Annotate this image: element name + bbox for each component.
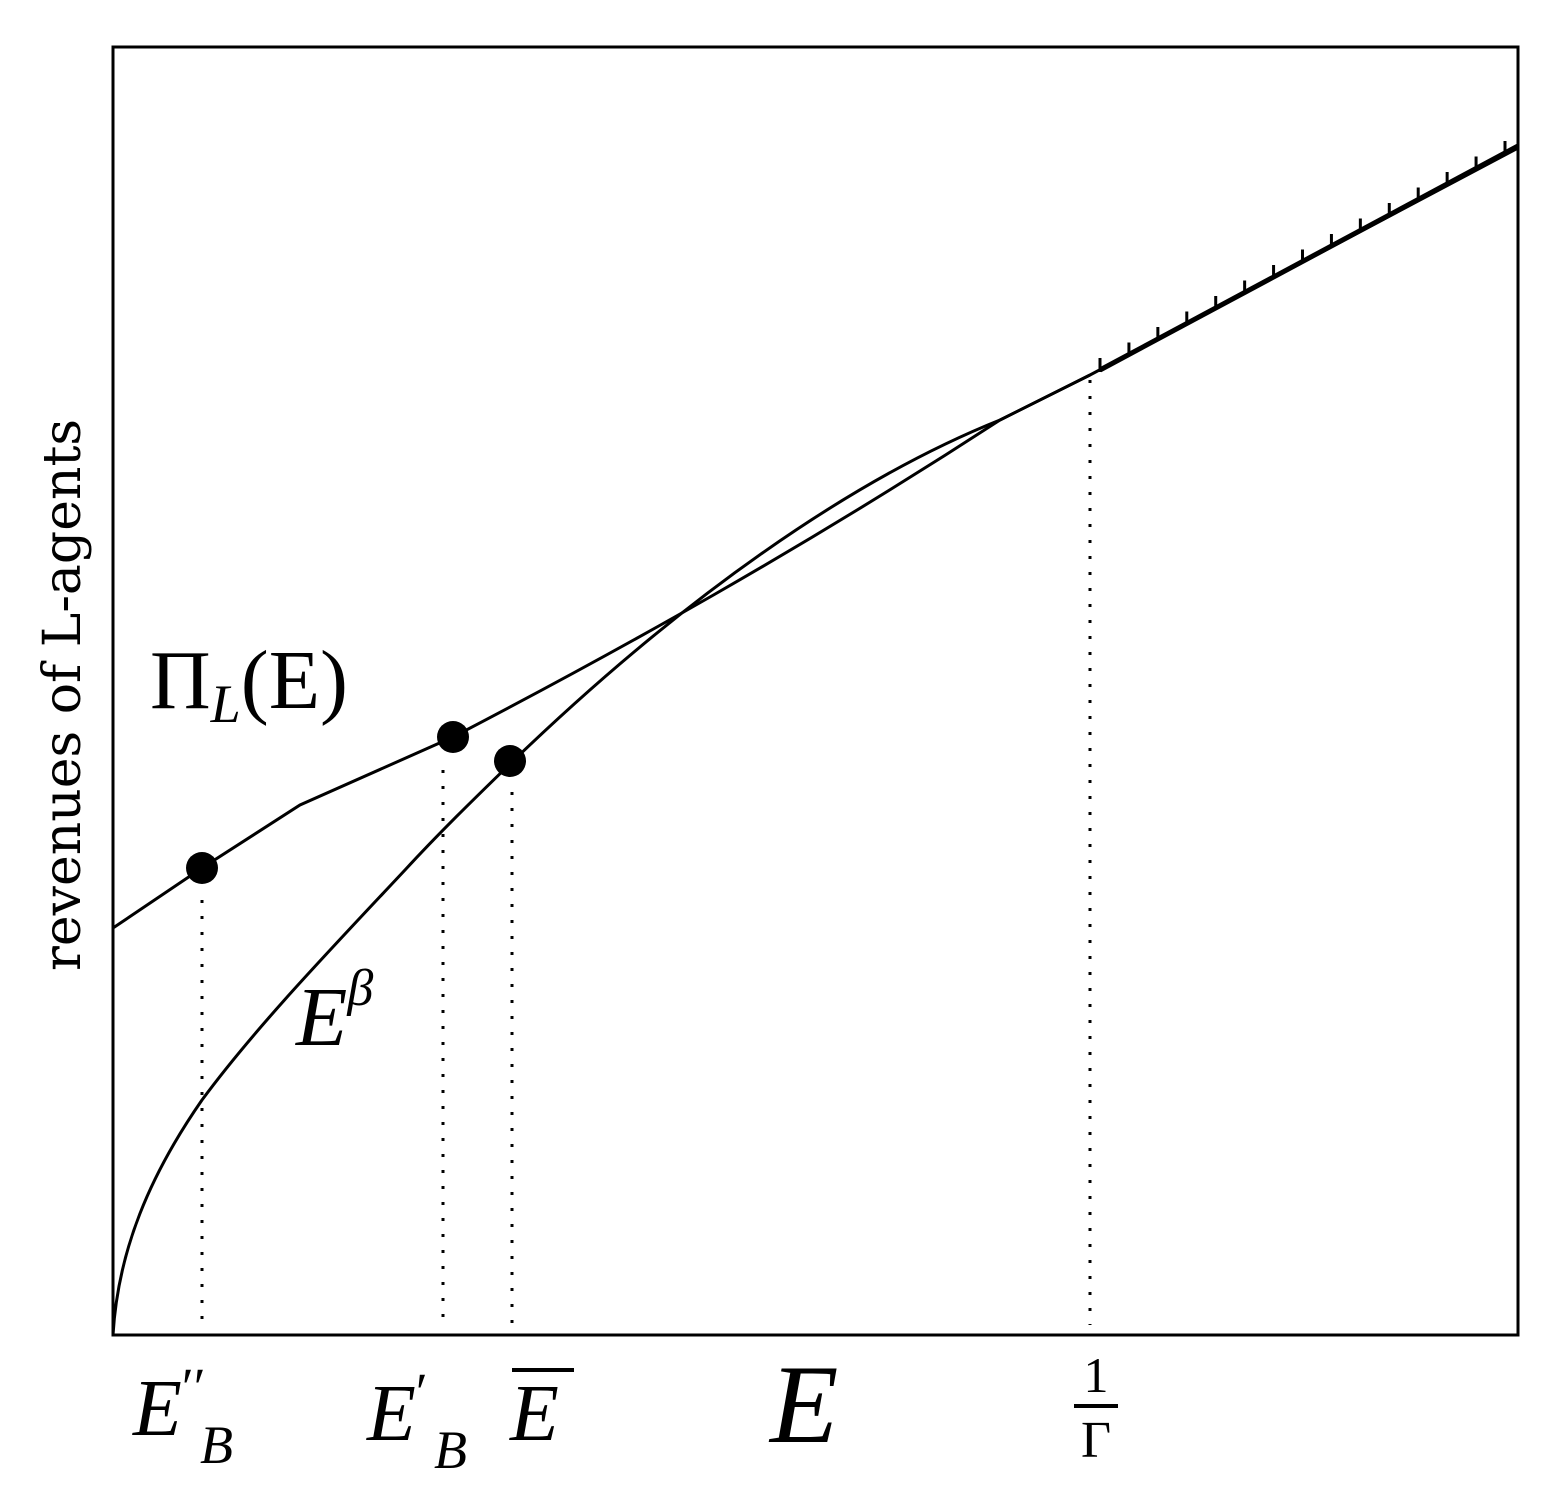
tick-label-e-b-prime: E′B [366, 1362, 467, 1480]
tick-label-one-over-gamma-numerator: 1 [1084, 1347, 1109, 1403]
curve-pi-l [112, 146, 1519, 930]
hatch-ticks [1098, 141, 1507, 372]
tick-label-one-over-gamma-denominator: Γ [1081, 1412, 1111, 1469]
marker-e-b-prime [437, 721, 469, 753]
marker-e-b-double-prime [186, 852, 218, 884]
hatch-baseline [1098, 143, 1520, 373]
label-pi-l: ΠL(E) [150, 634, 348, 734]
curve-e-beta [111, 373, 1091, 1336]
marker-e-bar [494, 745, 526, 777]
label-e-beta: Eβ [295, 960, 373, 1064]
plot-frame [111, 45, 1520, 1337]
x-axis-label: E [768, 1343, 838, 1467]
tick-label-e-bar: E [509, 1370, 559, 1458]
tick-label-e-b-double-prime: E′′ B [132, 1357, 233, 1475]
y-axis-label: revenues of L-agents [33, 419, 93, 971]
